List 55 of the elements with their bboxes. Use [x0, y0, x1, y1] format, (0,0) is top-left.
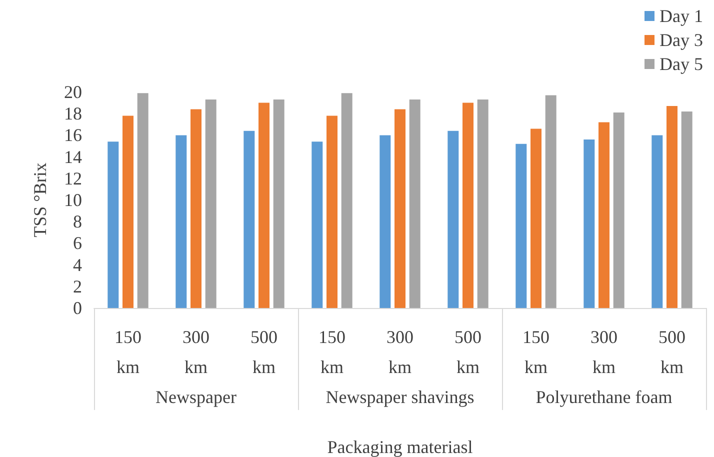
y-axis-title: TSS °Brix — [30, 162, 50, 238]
x-tick-label: 500 km — [454, 327, 482, 377]
y-tick-label: 12 — [64, 168, 82, 188]
bar — [516, 144, 527, 308]
bar — [205, 100, 216, 308]
bar — [545, 95, 556, 308]
bar — [273, 100, 284, 308]
x-axis-title: Packaging materiasl — [327, 437, 473, 457]
x-tick-label: 300 km — [182, 327, 210, 377]
x-tick-label: 300 km — [590, 327, 618, 377]
bar — [108, 142, 119, 308]
bar — [584, 140, 595, 308]
bar — [448, 130, 459, 308]
y-tick-label: 4 — [73, 254, 82, 275]
bar — [652, 135, 663, 308]
x-tick-label: 500 km — [658, 327, 686, 377]
x-tick-label: 300 km — [386, 327, 414, 377]
bar — [137, 93, 148, 308]
bar — [258, 102, 270, 308]
legend-label: Day 5 — [660, 54, 704, 74]
x-tick-label: 150 km — [114, 327, 142, 377]
bar — [409, 100, 420, 308]
text: Newspaper — [156, 387, 236, 407]
bar — [326, 116, 338, 308]
x-tick-label: 500 km — [250, 327, 278, 377]
legend-label: Day 1 — [660, 6, 704, 26]
bar — [681, 111, 692, 308]
bar — [530, 128, 542, 308]
text: Polyurethane foam — [536, 387, 672, 407]
bar — [380, 135, 391, 308]
y-tick-label: 20 — [64, 82, 82, 102]
bar — [122, 116, 134, 308]
y-tick-label: 14 — [64, 146, 82, 167]
bar — [312, 142, 323, 308]
legend-label: Day 3 — [660, 30, 704, 50]
x-tick-label: 150 km — [318, 327, 346, 377]
y-tick-label: 8 — [73, 212, 82, 232]
bar — [176, 135, 187, 308]
bar — [462, 102, 474, 308]
y-tick-label: 0 — [73, 298, 82, 318]
y-tick-label: 10 — [64, 190, 82, 210]
bar — [613, 112, 624, 308]
text: Newspaper shavings — [326, 387, 474, 407]
y-tick-label: 2 — [73, 276, 82, 296]
bar — [244, 130, 255, 308]
bar — [666, 106, 678, 308]
x-tick-label: 150 km — [522, 327, 550, 377]
y-tick-label: 16 — [64, 125, 82, 146]
bar — [341, 93, 352, 308]
y-tick-label: 6 — [73, 233, 82, 254]
bar — [394, 109, 406, 308]
bar — [477, 100, 488, 308]
y-tick-label: 18 — [64, 104, 82, 124]
bar — [598, 122, 610, 308]
bar — [190, 109, 202, 308]
